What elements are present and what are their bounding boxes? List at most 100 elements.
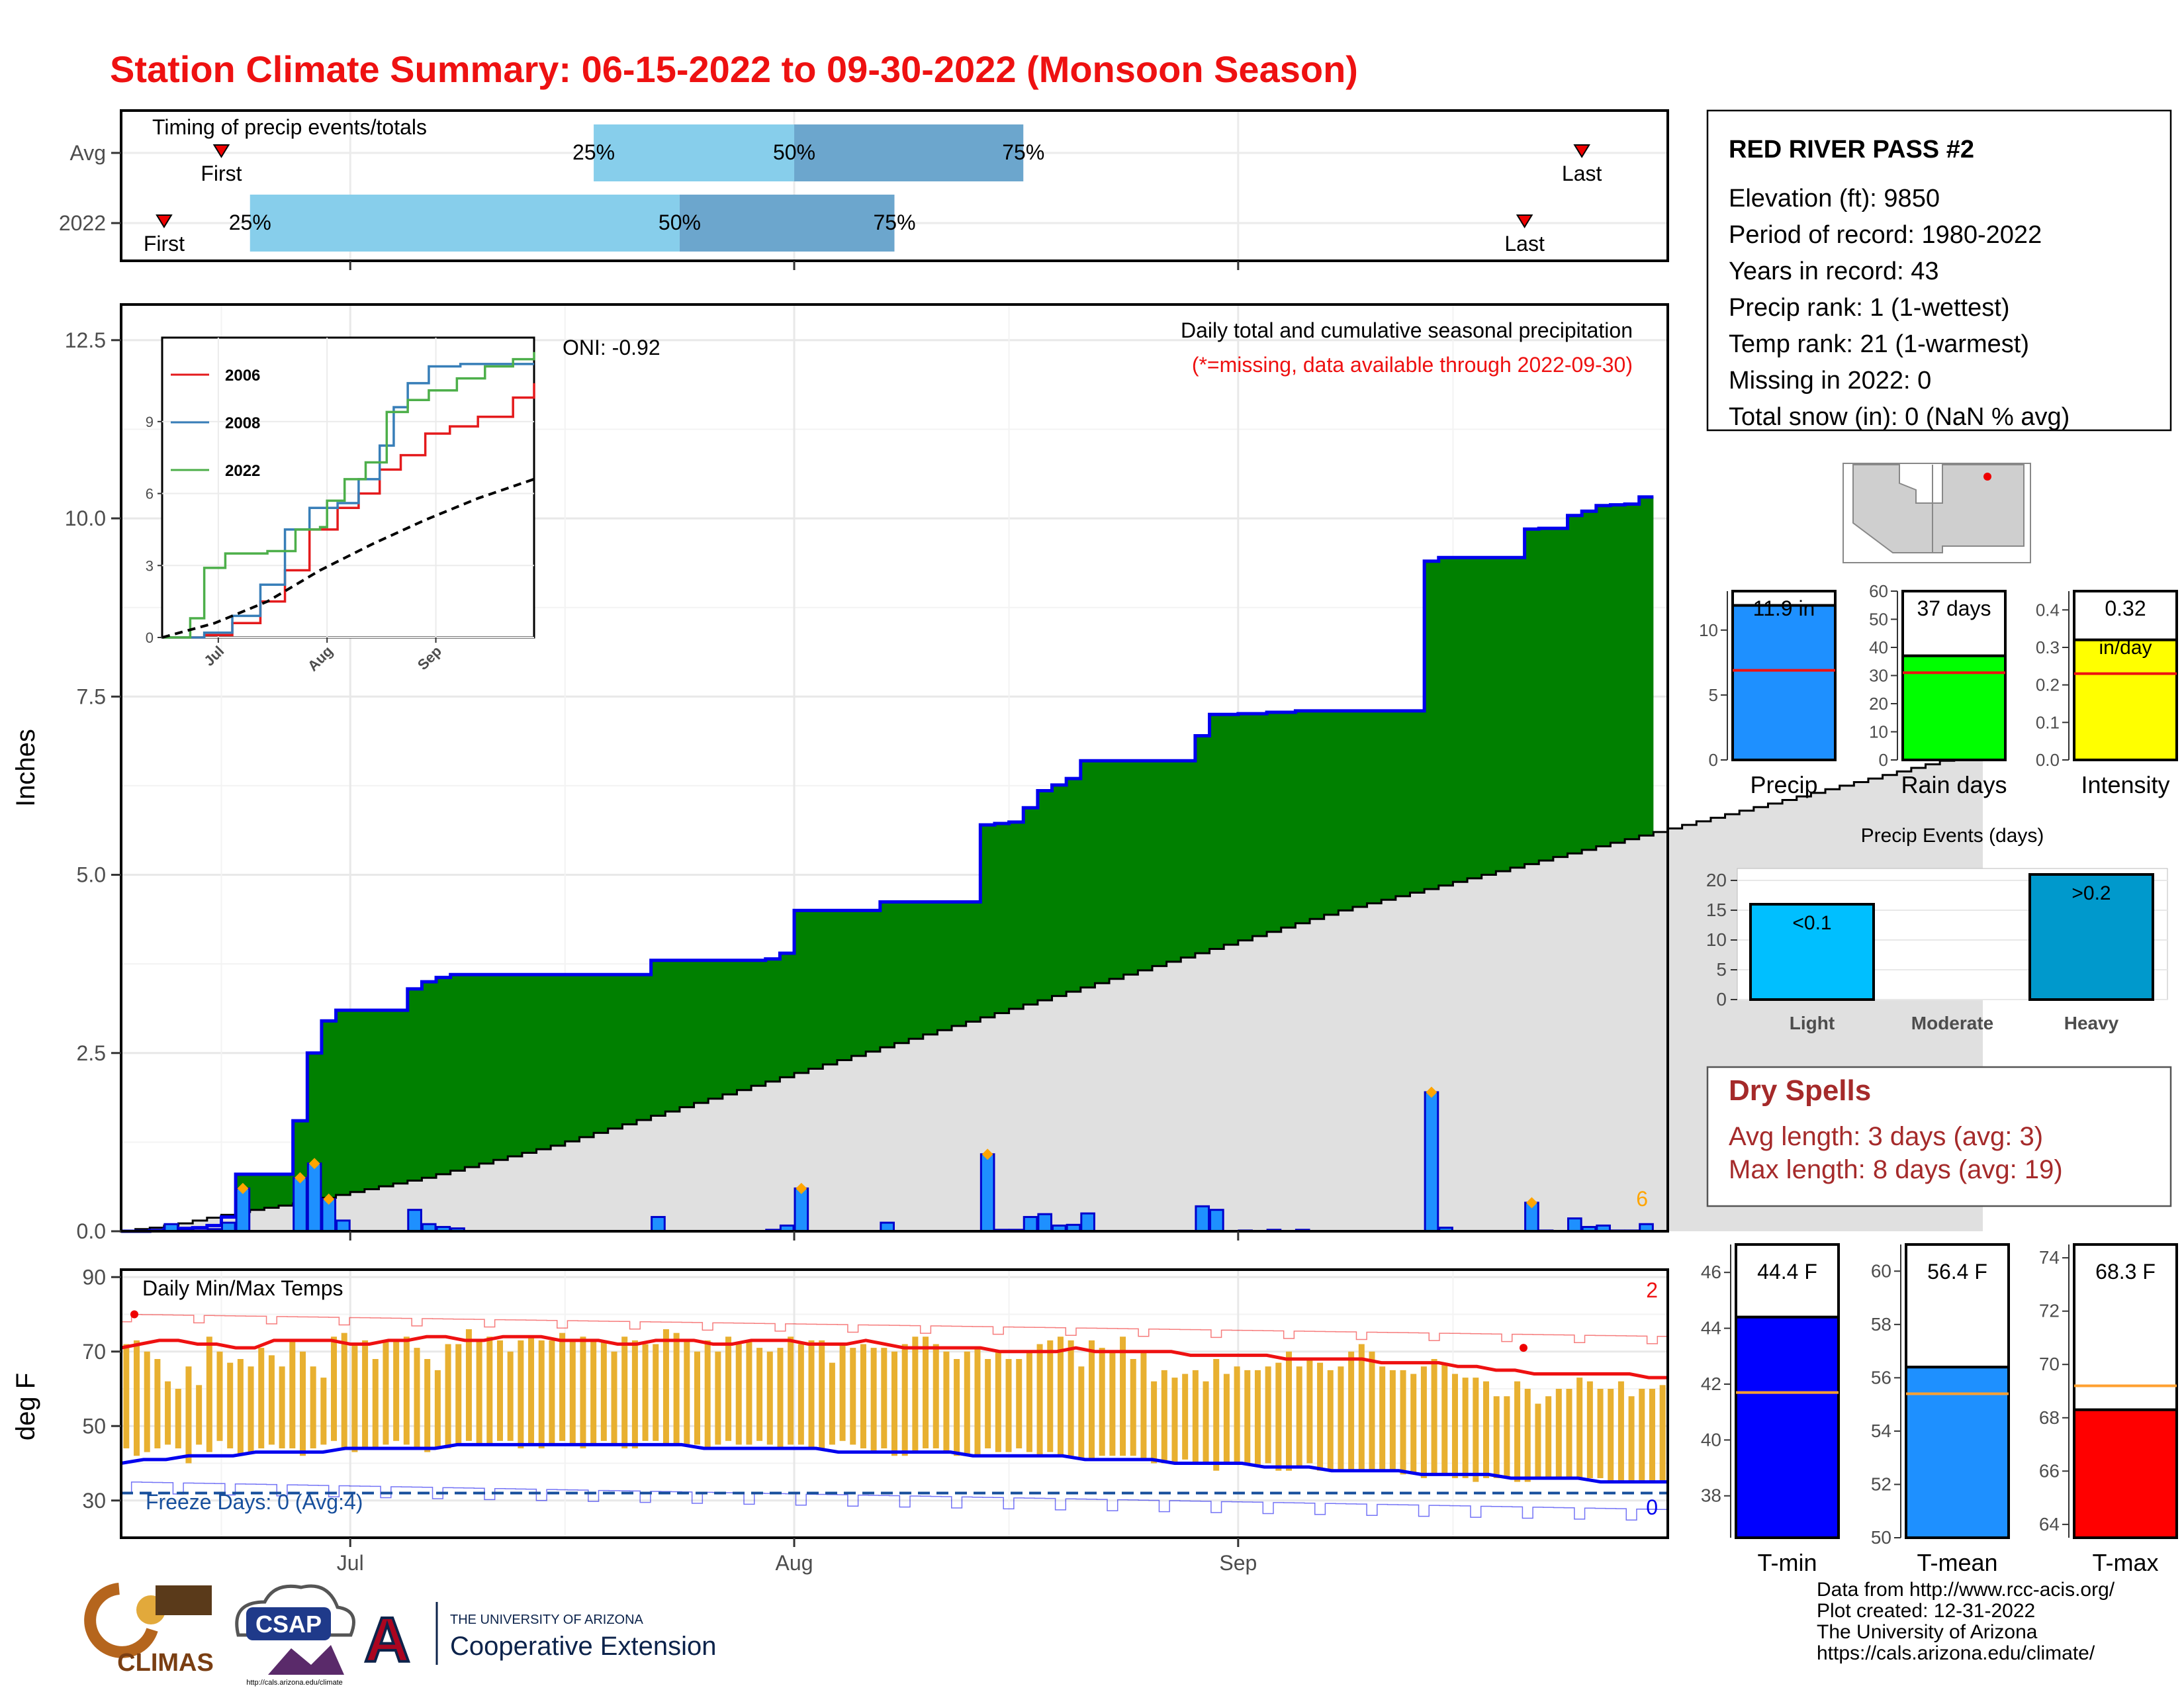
summary-rain-days-tick-label: 0 [1879,750,1888,770]
daily-temp-bar [1483,1381,1490,1478]
station-frame [1706,109,2172,432]
daily-precip-bar [1209,1209,1224,1233]
temp-marks [120,1310,1668,1521]
daily-temp-bar [1617,1381,1624,1482]
precip-y-tick-label: 2.5 [77,1041,106,1065]
timing-bars: 25% 50% 75% First Last 25% 50% 75% First Last [144,124,1602,256]
daily-precip-bar [1023,1215,1038,1233]
temp-bar-t-mean-tick-label: 60 [1871,1260,1891,1281]
daily-temp-bar [1338,1366,1344,1471]
daily-temp-bar [351,1344,358,1452]
daily-temp-bar [995,1351,1001,1452]
first-event-label: First [144,232,185,256]
daily-temp-bar [964,1351,970,1456]
daily-temp-bar [237,1359,244,1456]
daily-temp-bar [704,1340,711,1448]
daily-temp-bar [549,1340,555,1445]
daily-temp-bar [507,1351,514,1441]
precip-corner-count: 6 [1636,1187,1648,1211]
timing-pct-label: 75% [873,211,915,234]
precip-header: Daily total and cumulative seasonal prec… [1181,318,1633,342]
ua-block-a: A [364,1605,410,1675]
daily-temp-bar [279,1366,285,1448]
inset-grid [162,338,534,638]
daily-temp-bar [1576,1378,1583,1478]
daily-temp-bar [1628,1396,1635,1482]
daily-temp-bar [1555,1389,1562,1478]
inset-line-2022 [162,352,535,639]
events-category-label: Light [1790,1013,1835,1033]
last-event-label: Last [1562,162,1602,185]
max-record-count: 2 [1646,1278,1658,1302]
daily-temp-bar [850,1348,856,1445]
temp-bar-t-min-value-label: 44.4 F [1757,1260,1817,1284]
daily-temp-bar [289,1340,296,1448]
daily-temp-bar [933,1344,939,1448]
daily-temp-bar [808,1340,815,1448]
daily-temp-bar [1535,1403,1541,1478]
inset-legend-label: 2022 [225,462,260,480]
station-detail-line: Missing in 2022: 0 [1729,367,1931,395]
daily-temp-bar [1597,1389,1604,1478]
precip-missing-note: (*=missing, data available through 2022-… [1192,353,1633,377]
daily-temp-bar [144,1351,150,1452]
daily-temp-bar [1369,1351,1375,1471]
temp-bar-t-max-tick-label: 68 [2039,1407,2060,1428]
inset-line-2008 [162,363,534,639]
temp-title: Daily Min/Max Temps [142,1276,343,1300]
summary-intensity-tick-label: 0.0 [2036,750,2060,770]
daily-temp-bar [1451,1374,1458,1478]
timing-row-avg-label: Avg [69,141,106,165]
daily-temp-bar [1659,1385,1666,1482]
inset-frame [161,336,535,639]
daily-precip-marker [1426,1086,1437,1098]
daily-temp-bar [455,1344,462,1445]
avg-max-line [120,1335,1668,1380]
avg-min-line [120,1442,1668,1484]
precip-events-chart: Precip Events (days) 0 5 10 15 20 <0.1 Light Mo… [1706,825,2168,1033]
daily-temp-bar [310,1366,316,1448]
events-tick-label: 5 [1716,959,1727,980]
climas-emblem [84,1583,158,1658]
daily-temp-bar [227,1362,234,1448]
daily-temp-bar [1182,1374,1189,1460]
station-detail-line: Total snow (in): 0 (NaN % avg) [1729,403,2070,431]
temp-bar-t-max-value-label: 68.3 F [2095,1260,2156,1284]
daily-temp-bar [1140,1351,1147,1460]
summary-intensity-unit-label: in/day [2099,637,2152,659]
daily-temp-bar [465,1329,472,1441]
summary-rain-days-tick-label: 10 [1869,722,1888,742]
daily-temp-bar [248,1366,254,1452]
summary-intensity-tick-label: 0.1 [2036,712,2060,732]
page-title: Station Climate Summary: 06-15-2022 to 0… [110,48,1358,90]
inset-legend: 2006 2008 2022 [171,367,260,480]
daily-temp-bar [797,1344,804,1445]
daily-temp-bar [1068,1340,1074,1456]
temp-bar-t-max-outline [2073,1243,2178,1411]
map-region [1852,464,2025,553]
daily-temp-bar [414,1348,420,1448]
events-tick-label: 10 [1706,929,1727,950]
record-max-trace [121,1313,1668,1344]
daily-temp-bar [1223,1374,1230,1464]
temp-bar-t-mean-tick-label: 54 [1871,1421,1891,1441]
daily-temp-bar [1244,1370,1251,1464]
temp-bar-t-max-tick-label: 64 [2039,1514,2060,1534]
freeze-days: Freeze Days: 0 (Avg:4) [146,1490,363,1514]
month-axis: Jul Aug Sep [337,1538,1257,1575]
daily-temp-bar [1192,1370,1199,1464]
timing-pct-label: 25% [572,140,615,164]
inset-y-tick-label: 0 [146,630,154,646]
daily-temp-bar [383,1340,389,1445]
temp-bar-t-mean-value-label: 56.4 F [1927,1260,1987,1284]
summary-precip-name: Precip [1750,771,1817,798]
dry-spells-frame [1706,1066,2172,1207]
station-marker [1983,473,1991,481]
timing-bar-upper [679,195,895,252]
daily-temp-bar [829,1362,835,1445]
summary-rain-days-tick-label: 50 [1869,610,1888,630]
daily-temp-bar [1203,1381,1209,1464]
inset-line-average [161,477,535,639]
temp-bar-t-mean-tick-label: 58 [1871,1314,1891,1335]
summary-precip-tick-label: 0 [1709,750,1718,770]
